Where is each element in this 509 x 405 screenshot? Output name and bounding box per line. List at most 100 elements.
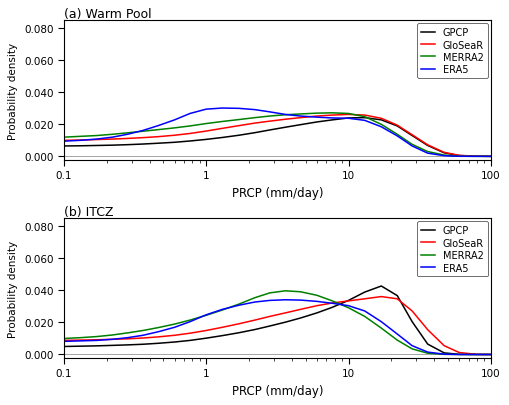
GloSeaR	[297, 307, 303, 312]
GPCP	[124, 343, 130, 347]
ERA5	[474, 352, 480, 357]
GloSeaR	[124, 337, 130, 341]
GPCP	[488, 352, 494, 357]
ERA5	[456, 154, 462, 159]
ERA5	[346, 117, 352, 121]
GloSeaR	[314, 114, 320, 119]
MERRA2	[219, 120, 225, 125]
ERA5	[362, 309, 368, 313]
MERRA2	[172, 126, 178, 131]
GloSeaR	[187, 132, 193, 136]
GloSeaR	[236, 124, 242, 129]
ERA5	[94, 338, 100, 343]
ERA5	[329, 301, 335, 306]
ERA5	[124, 335, 130, 340]
GloSeaR	[456, 350, 462, 355]
MERRA2	[362, 115, 368, 120]
MERRA2	[109, 132, 116, 137]
GPCP	[474, 154, 480, 159]
GPCP	[282, 126, 289, 130]
ERA5	[77, 339, 83, 343]
Y-axis label: Probability density: Probability density	[8, 42, 18, 139]
MERRA2	[394, 132, 400, 137]
GPCP	[378, 118, 384, 123]
MERRA2	[236, 302, 242, 307]
MERRA2	[425, 150, 431, 155]
ERA5	[329, 116, 335, 121]
MERRA2	[187, 318, 193, 323]
GPCP	[346, 298, 352, 303]
GPCP	[155, 341, 161, 346]
GPCP	[346, 116, 352, 121]
Line: ERA5: ERA5	[64, 109, 491, 157]
GloSeaR	[329, 113, 335, 118]
GPCP	[252, 131, 258, 136]
GPCP	[441, 351, 447, 356]
GPCP	[187, 139, 193, 144]
ERA5	[172, 118, 178, 123]
GloSeaR	[488, 352, 494, 357]
MERRA2	[488, 155, 494, 160]
ERA5	[236, 107, 242, 111]
MERRA2	[77, 134, 83, 139]
MERRA2	[203, 122, 209, 127]
MERRA2	[441, 153, 447, 158]
GloSeaR	[77, 138, 83, 143]
Line: GPCP: GPCP	[64, 286, 491, 355]
ERA5	[488, 352, 494, 357]
GPCP	[61, 144, 67, 149]
GloSeaR	[441, 151, 447, 156]
GloSeaR	[94, 337, 100, 342]
GPCP	[187, 338, 193, 343]
ERA5	[425, 350, 431, 355]
GPCP	[362, 290, 368, 295]
MERRA2	[155, 128, 161, 133]
MERRA2	[203, 313, 209, 318]
MERRA2	[252, 116, 258, 121]
GloSeaR	[187, 331, 193, 336]
GloSeaR	[425, 143, 431, 148]
MERRA2	[267, 114, 273, 119]
MERRA2	[236, 118, 242, 123]
GloSeaR	[203, 129, 209, 134]
GloSeaR	[362, 113, 368, 118]
ERA5	[314, 115, 320, 120]
ERA5	[124, 132, 130, 137]
ERA5	[187, 112, 193, 117]
ERA5	[474, 155, 480, 160]
GloSeaR	[267, 119, 273, 124]
ERA5	[441, 352, 447, 357]
GPCP	[124, 143, 130, 148]
ERA5	[155, 124, 161, 129]
Text: (a) Warm Pool: (a) Warm Pool	[64, 9, 152, 21]
GPCP	[140, 142, 146, 147]
MERRA2	[474, 352, 480, 357]
ERA5	[378, 320, 384, 324]
ERA5	[297, 298, 303, 303]
ERA5	[346, 303, 352, 308]
MERRA2	[474, 155, 480, 160]
GloSeaR	[394, 124, 400, 128]
ERA5	[155, 330, 161, 335]
Legend: GPCP, GloSeaR, MERRA2, ERA5: GPCP, GloSeaR, MERRA2, ERA5	[417, 24, 488, 79]
ERA5	[456, 352, 462, 357]
GloSeaR	[346, 299, 352, 304]
GloSeaR	[94, 138, 100, 143]
GPCP	[409, 134, 415, 139]
ERA5	[441, 154, 447, 159]
GPCP	[61, 344, 67, 349]
MERRA2	[394, 338, 400, 343]
GloSeaR	[282, 311, 289, 315]
GPCP	[94, 144, 100, 149]
MERRA2	[378, 123, 384, 128]
GloSeaR	[252, 318, 258, 323]
GloSeaR	[219, 127, 225, 132]
MERRA2	[329, 111, 335, 116]
GPCP	[297, 316, 303, 321]
GPCP	[314, 120, 320, 125]
GPCP	[77, 144, 83, 149]
GloSeaR	[378, 294, 384, 299]
GloSeaR	[155, 335, 161, 339]
GloSeaR	[236, 322, 242, 326]
GPCP	[394, 294, 400, 298]
